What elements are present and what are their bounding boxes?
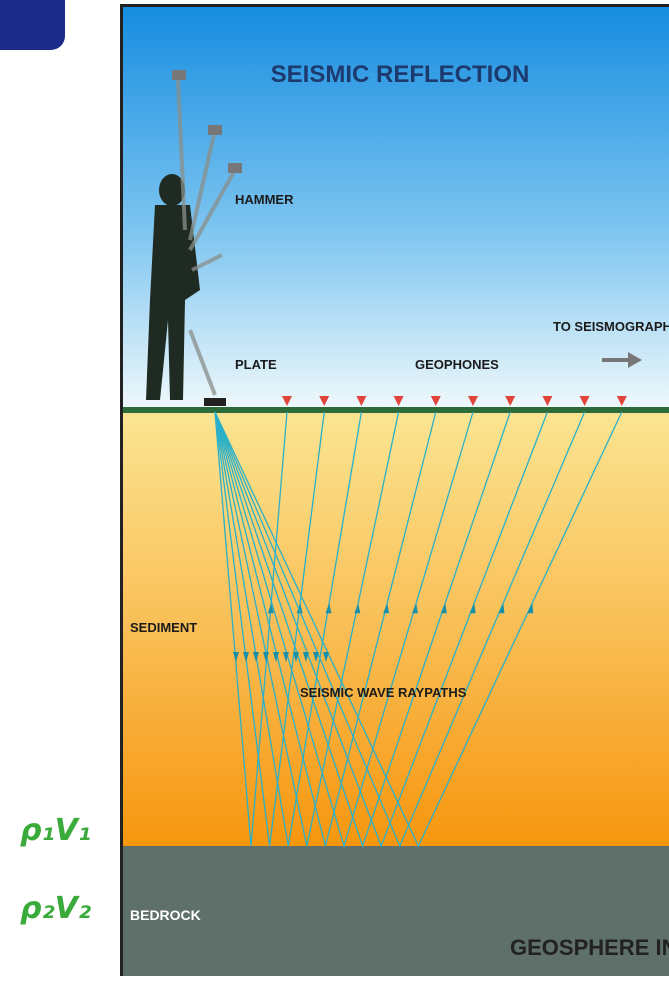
upper-layer-symbol: ρ₁V₁ (20, 813, 91, 848)
geophones-label: GEOPHONES (415, 357, 499, 372)
diagram: SEISMIC REFLECTION HAMMER PLATE GEOPHONE… (0, 0, 669, 976)
credit: GEOSPHERE INC (510, 935, 669, 960)
plate-label: PLATE (235, 357, 277, 372)
raypaths-label: SEISMIC WAVE RAYPATHS (300, 685, 467, 700)
sediment-label: SEDIMENT (130, 620, 197, 635)
corner-tab (0, 0, 65, 50)
body: SEISMIC REFLECTION HAMMER PLATE GEOPHONE… (0, 0, 669, 976)
lower-layer-symbol: ρ₂V₂ (20, 891, 91, 926)
page: {"diagram": { "title": "SEISMIC REFLECTI… (0, 0, 669, 976)
seismograph-label: TO SEISMOGRAPH (553, 319, 669, 334)
ground-line (123, 407, 669, 413)
bedrock-label: BEDROCK (130, 907, 201, 923)
sediment-layer (123, 412, 669, 846)
hammer-label: HAMMER (235, 192, 294, 207)
title: SEISMIC REFLECTION (271, 61, 530, 88)
